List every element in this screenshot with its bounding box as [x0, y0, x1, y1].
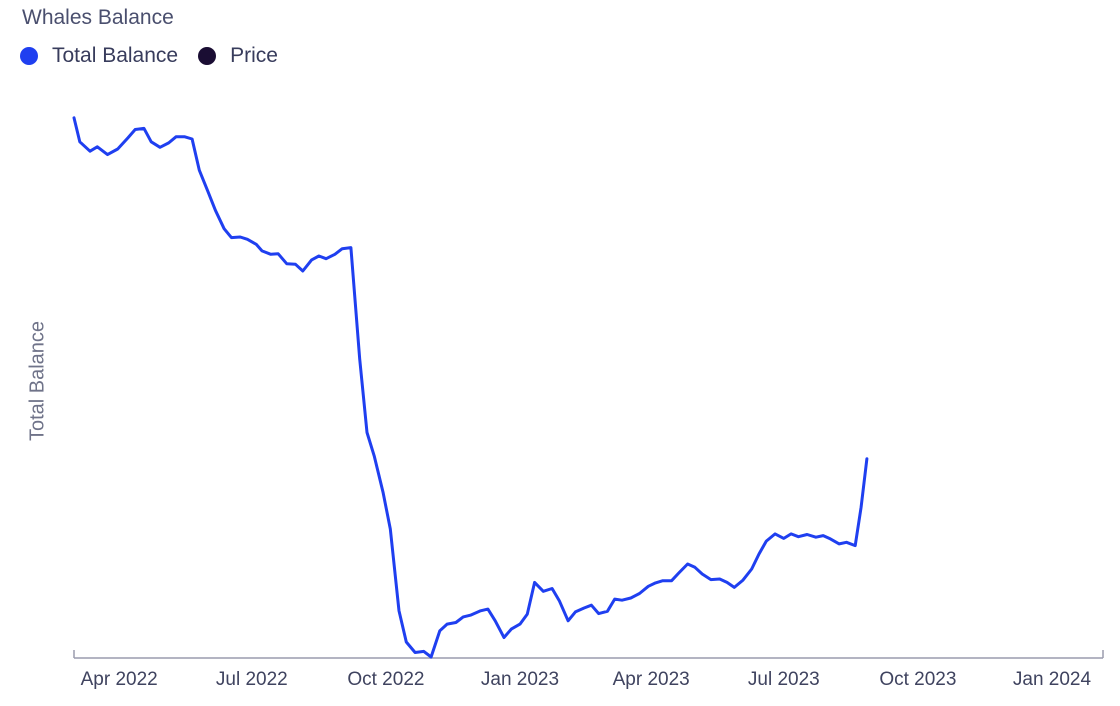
legend-label-total-balance: Total Balance [52, 44, 179, 67]
legend: Total Balance Price [20, 44, 298, 68]
x-tick-label: Jul 2023 [748, 669, 820, 690]
series-line-total-balance[interactable] [72, 116, 869, 659]
x-tick-label: Apr 2022 [81, 669, 158, 690]
x-tick-label: Jan 2023 [481, 669, 559, 690]
chart-title: Whales Balance [22, 6, 174, 29]
legend-item-total-balance[interactable]: Total Balance [20, 44, 178, 68]
price-dot-icon [198, 47, 217, 65]
total-balance-dot-icon [20, 47, 38, 65]
x-tick-label: Apr 2023 [613, 669, 690, 690]
x-tick-label: Oct 2022 [347, 669, 424, 690]
x-tick-label: Jan 2024 [1013, 669, 1092, 690]
x-tick-label: Jul 2022 [216, 669, 288, 690]
legend-label-price: Price [230, 44, 278, 67]
legend-item-price[interactable]: Price [198, 44, 278, 68]
x-axis: Apr 2022 Jul 2022 Oct 2022 Jan 2023 Apr 2023… [73, 650, 1104, 690]
series-lines [72, 116, 869, 659]
x-tick-label: Oct 2023 [879, 669, 956, 690]
